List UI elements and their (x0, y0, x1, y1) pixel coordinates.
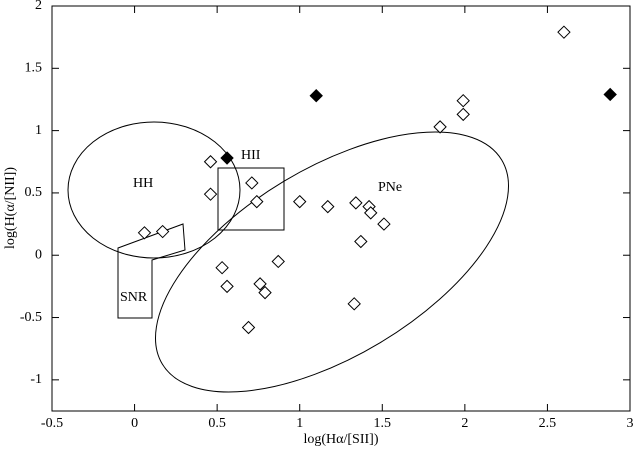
point (250, 194, 264, 209)
y-tick-label: 2 (35, 0, 42, 13)
x-tick-label: 3 (627, 416, 634, 431)
x-tick-label: 1.5 (374, 416, 392, 431)
point (203, 155, 218, 169)
pne-region (155, 131, 509, 393)
point (349, 196, 363, 210)
point (293, 194, 307, 209)
point (603, 87, 617, 102)
y-tick-label: 1.5 (25, 61, 43, 76)
snr-region (117, 223, 186, 319)
point (258, 285, 272, 300)
point (241, 320, 256, 335)
y-tick-label: -1 (30, 372, 42, 387)
annotation: SNR (120, 290, 148, 305)
point (220, 151, 234, 165)
y-tick-label: -0.5 (20, 310, 42, 325)
point (433, 120, 447, 134)
point (245, 176, 259, 190)
point (253, 277, 267, 291)
x-tick-label: 2.5 (539, 416, 557, 431)
point (377, 217, 391, 231)
point (364, 206, 378, 220)
annotation: HII (241, 148, 261, 163)
point (347, 297, 361, 311)
point (203, 187, 218, 201)
y-tick-label: 0 (35, 247, 42, 262)
point (155, 224, 170, 239)
point (215, 260, 229, 275)
x-axis-label: log(Hα/[SII]) (304, 432, 379, 447)
point (137, 226, 152, 240)
y-axis-label: log(H(α/[NII]) (3, 167, 18, 249)
x-tick-label: 1 (296, 416, 303, 431)
point (354, 234, 368, 249)
point (557, 25, 571, 39)
hh-region (67, 121, 241, 259)
y-tick-label: 1 (35, 123, 42, 138)
x-tick-label: 0 (131, 416, 138, 431)
y-tick-label: 0.5 (25, 185, 43, 200)
x-tick-label: -0.5 (41, 416, 63, 431)
x-tick-label: 0.5 (208, 416, 226, 431)
annotation: PNe (378, 180, 402, 195)
point (271, 254, 285, 269)
point (309, 89, 323, 103)
point (456, 94, 470, 108)
point (321, 199, 335, 214)
annotation: HH (133, 176, 153, 191)
plot-frame (51, 5, 631, 412)
x-tick-label: 2 (461, 416, 468, 431)
point (220, 279, 234, 294)
point (456, 107, 470, 122)
hii-region (217, 167, 285, 231)
